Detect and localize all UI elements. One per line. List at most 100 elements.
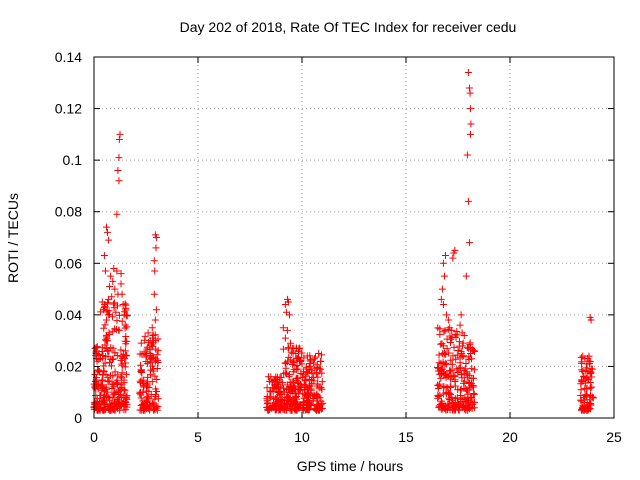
data-point [583,384,591,392]
data-point [465,397,473,405]
data-point [579,367,587,375]
data-point [144,329,152,337]
data-point [441,326,449,334]
x-tick-label: 5 [194,429,202,445]
y-tick-label: 0 [74,410,82,426]
data-point [466,350,474,358]
y-tick-label: 0.08 [55,204,82,220]
data-point [462,272,470,280]
data-point [311,365,319,373]
data-point [152,306,160,314]
data-point [317,384,325,392]
data-point [284,358,292,366]
data-point [100,252,108,260]
data-point [106,396,114,404]
data-point [98,382,106,390]
data-point [440,328,448,336]
data-point [304,406,312,414]
data-point [93,357,101,365]
data-point [113,317,121,325]
data-point [102,316,110,324]
data-point [307,385,315,393]
data-point [577,354,585,362]
data-point [461,365,469,373]
data-point [460,379,468,387]
data-point [110,300,118,308]
data-point [106,282,114,290]
data-point [464,344,472,352]
data-point [470,366,478,374]
data-point [587,316,595,324]
data-point [101,267,109,275]
data-point [117,270,125,278]
data-point [145,387,153,395]
data-point [283,370,291,378]
data-point [445,394,453,402]
data-point [122,333,130,341]
data-point [444,325,452,333]
data-point [458,374,466,382]
data-point [316,403,324,411]
data-point [306,352,314,360]
data-point [434,384,442,392]
data-point [581,379,589,387]
data-point [588,373,596,381]
data-point [152,244,160,252]
data-point [436,325,444,333]
data-point [298,349,306,357]
data-point [91,370,99,378]
data-point [141,332,149,340]
data-point [447,382,455,390]
data-point [264,406,272,414]
data-point [153,365,161,373]
data-point [114,290,122,298]
data-point [577,406,585,414]
data-point [138,350,146,358]
data-point [287,339,295,347]
data-point [466,105,474,113]
data-point [464,197,472,205]
data-point [440,382,448,390]
data-point [137,361,145,369]
data-point [439,301,447,309]
data-point [114,390,122,398]
data-point [292,365,300,373]
data-point [582,391,590,399]
data-point [147,342,155,350]
data-point [114,397,122,405]
data-point [278,379,286,387]
data-point [446,389,454,397]
data-point [152,390,160,398]
data-point [460,367,468,375]
data-point [110,299,118,307]
data-point [588,393,596,401]
data-point [451,373,459,381]
data-point [299,398,307,406]
data-point [95,356,103,364]
data-point [317,397,325,405]
data-point [311,353,319,361]
data-point [318,378,326,386]
data-point [121,387,129,395]
data-point [442,252,450,260]
data-point [100,367,108,375]
data-point [115,311,123,319]
data-point [453,328,461,336]
data-point [470,347,478,355]
data-point [577,386,585,394]
data-point [113,210,121,218]
data-point [298,360,306,368]
data-point [439,259,447,267]
y-tick-label: 0.14 [55,49,82,65]
data-point [122,370,130,378]
data-point [289,357,297,365]
data-point [148,362,156,370]
data-point [465,378,473,386]
data-point [272,406,280,414]
data-point [582,364,590,372]
data-point [310,391,318,399]
data-point [103,388,111,396]
data-point [445,316,453,324]
data-point [151,267,159,275]
y-tick-label: 0.12 [55,101,82,117]
